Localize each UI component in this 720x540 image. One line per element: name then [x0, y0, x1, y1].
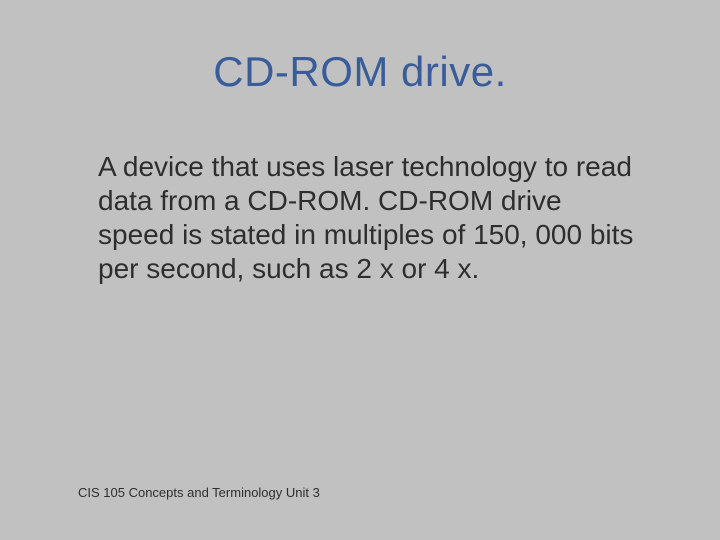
slide-title: CD-ROM drive.: [0, 48, 720, 96]
slide-body-text: A device that uses laser technology to r…: [98, 150, 638, 287]
slide-container: CD-ROM drive. A device that uses laser t…: [0, 0, 720, 540]
slide-footer: CIS 105 Concepts and Terminology Unit 3: [78, 485, 320, 500]
